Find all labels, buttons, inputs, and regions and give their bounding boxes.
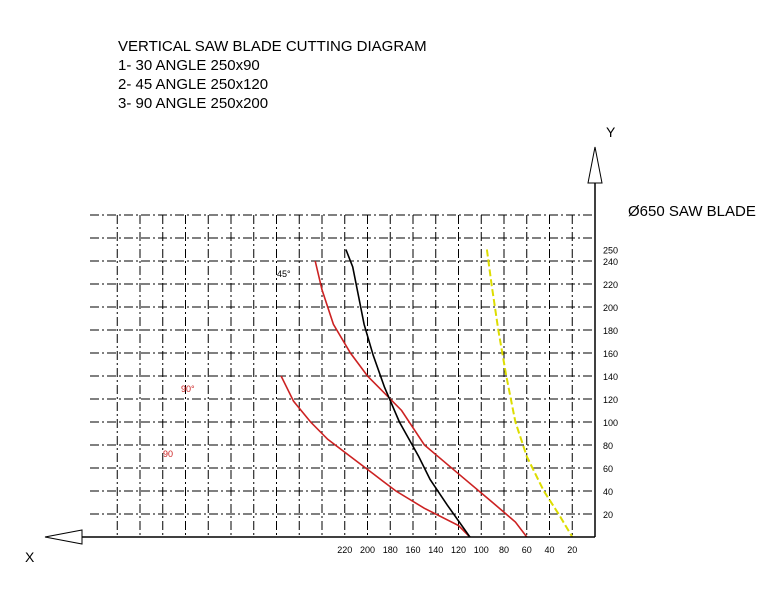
x-tick-label: 80	[499, 545, 509, 555]
x-axis-label: X	[25, 549, 35, 565]
x-tick-label: 220	[337, 545, 352, 555]
y-tick-label: 100	[603, 418, 618, 428]
x-tick-label: 140	[428, 545, 443, 555]
y-tick-label: 80	[603, 441, 613, 451]
x-tick-label: 160	[405, 545, 420, 555]
curve-labels: 90° 90 45°	[163, 269, 291, 459]
curve-4	[485, 249, 574, 538]
saw-blade-label: Ø650 SAW BLADE	[628, 203, 756, 220]
curve-label-3: 45°	[277, 269, 291, 279]
curve-2	[280, 375, 471, 538]
x-tick-labels: 220 200 180 160 140 120 100 80 60 40 20	[337, 545, 577, 555]
y-tick-label: 160	[603, 349, 618, 359]
x-tick-label: 60	[522, 545, 532, 555]
legend-line-2: 2- 45 ANGLE 250x120	[118, 76, 269, 93]
y-tick-label: 20	[603, 510, 613, 520]
y-axis-label: Y	[606, 124, 616, 140]
y-tick-label: 200	[603, 303, 618, 313]
y-axis-arrow	[587, 146, 603, 184]
x-tick-label: 180	[383, 545, 398, 555]
y-tick-label: 140	[603, 372, 618, 382]
y-tick-label: 180	[603, 326, 618, 336]
axes: X Y Ø650 SAW BLADE	[25, 124, 756, 565]
legend-line-3: 3- 90 ANGLE 250x200	[118, 95, 269, 112]
chart-title: VERTICAL SAW BLADE CUTTING DIAGRAM	[118, 38, 427, 55]
curve-3	[345, 249, 471, 538]
curve-label-2: 90	[163, 449, 173, 459]
curve-1	[314, 260, 528, 538]
x-tick-label: 20	[567, 545, 577, 555]
y-tick-label: 240	[603, 257, 618, 267]
legend-line-1: 1- 30 ANGLE 250x90	[118, 57, 260, 74]
y-tick-label: 250	[603, 246, 618, 256]
y-tick-label: 220	[603, 280, 618, 290]
x-tick-label: 40	[544, 545, 554, 555]
x-tick-label: 120	[451, 545, 466, 555]
x-tick-label: 200	[360, 545, 375, 555]
x-axis-arrow	[44, 529, 83, 545]
y-tick-label: 60	[603, 464, 613, 474]
title-block: VERTICAL SAW BLADE CUTTING DIAGRAM 1- 30…	[118, 37, 427, 113]
x-tick-label: 100	[474, 545, 489, 555]
y-tick-label: 120	[603, 395, 618, 405]
y-tick-label: 40	[603, 487, 613, 497]
grid	[90, 214, 595, 537]
curves	[280, 249, 574, 538]
curve-label-1: 90°	[181, 384, 195, 394]
